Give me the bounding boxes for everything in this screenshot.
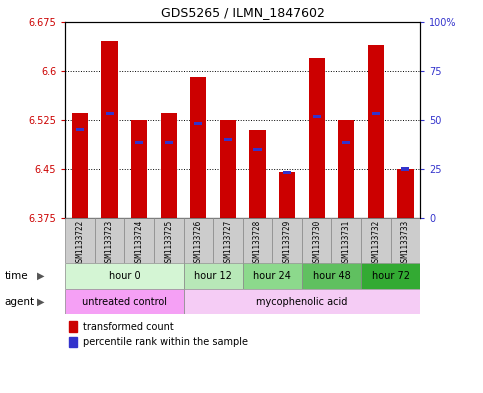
Text: GSM1133726: GSM1133726 bbox=[194, 220, 203, 266]
Text: untreated control: untreated control bbox=[82, 297, 167, 307]
Text: GSM1133733: GSM1133733 bbox=[401, 220, 410, 266]
Bar bbox=[331, 218, 361, 263]
Bar bbox=[101, 41, 118, 218]
Bar bbox=[213, 218, 242, 263]
Bar bbox=[165, 141, 173, 144]
Bar bbox=[338, 120, 355, 218]
Text: ▶: ▶ bbox=[37, 271, 45, 281]
Bar bbox=[69, 321, 77, 332]
Text: GSM1133732: GSM1133732 bbox=[371, 220, 380, 266]
Text: hour 72: hour 72 bbox=[371, 271, 410, 281]
Bar bbox=[254, 148, 262, 151]
Text: GSM1133722: GSM1133722 bbox=[75, 220, 85, 266]
Text: percentile rank within the sample: percentile rank within the sample bbox=[83, 336, 248, 347]
Text: hour 48: hour 48 bbox=[313, 271, 350, 281]
Text: GSM1133725: GSM1133725 bbox=[164, 220, 173, 266]
Bar bbox=[184, 263, 242, 289]
Bar bbox=[313, 115, 321, 118]
Bar bbox=[272, 218, 302, 263]
Bar bbox=[72, 113, 88, 218]
Bar bbox=[242, 263, 302, 289]
Text: time: time bbox=[5, 271, 28, 281]
Bar bbox=[391, 218, 420, 263]
Text: GSM1133724: GSM1133724 bbox=[135, 220, 143, 266]
Bar bbox=[135, 141, 143, 144]
Bar bbox=[283, 171, 291, 174]
Bar bbox=[361, 263, 420, 289]
Bar bbox=[224, 138, 232, 141]
Bar bbox=[184, 289, 420, 314]
Bar bbox=[372, 112, 380, 115]
Text: hour 0: hour 0 bbox=[109, 271, 140, 281]
Text: agent: agent bbox=[5, 297, 35, 307]
Bar bbox=[302, 263, 361, 289]
Bar bbox=[342, 141, 350, 144]
Bar bbox=[65, 289, 184, 314]
Text: GSM1133729: GSM1133729 bbox=[283, 220, 292, 266]
Bar bbox=[401, 167, 410, 171]
Bar bbox=[220, 120, 236, 218]
Bar bbox=[69, 336, 77, 347]
Text: GSM1133727: GSM1133727 bbox=[224, 220, 232, 266]
Bar bbox=[95, 218, 125, 263]
Text: GSM1133730: GSM1133730 bbox=[312, 220, 321, 266]
Bar bbox=[302, 218, 331, 263]
Text: GSM1133728: GSM1133728 bbox=[253, 220, 262, 266]
Text: GSM1133723: GSM1133723 bbox=[105, 220, 114, 266]
Text: hour 12: hour 12 bbox=[194, 271, 232, 281]
Bar bbox=[125, 218, 154, 263]
Text: transformed count: transformed count bbox=[83, 321, 173, 332]
Text: ▶: ▶ bbox=[37, 297, 45, 307]
Bar bbox=[105, 112, 114, 115]
Bar bbox=[190, 77, 206, 218]
Bar bbox=[65, 263, 184, 289]
Text: GSM1133731: GSM1133731 bbox=[342, 220, 351, 266]
Bar bbox=[249, 130, 266, 218]
Bar bbox=[368, 44, 384, 218]
Bar bbox=[161, 113, 177, 218]
Title: GDS5265 / ILMN_1847602: GDS5265 / ILMN_1847602 bbox=[161, 6, 325, 19]
Text: hour 24: hour 24 bbox=[254, 271, 291, 281]
Bar bbox=[279, 172, 295, 218]
Bar bbox=[76, 128, 84, 131]
Bar bbox=[398, 169, 413, 218]
Bar bbox=[131, 120, 147, 218]
Bar bbox=[309, 58, 325, 218]
Bar bbox=[361, 218, 391, 263]
Bar bbox=[194, 121, 202, 125]
Bar bbox=[65, 218, 95, 263]
Bar bbox=[154, 218, 184, 263]
Bar bbox=[242, 218, 272, 263]
Text: mycophenolic acid: mycophenolic acid bbox=[256, 297, 348, 307]
Bar bbox=[184, 218, 213, 263]
